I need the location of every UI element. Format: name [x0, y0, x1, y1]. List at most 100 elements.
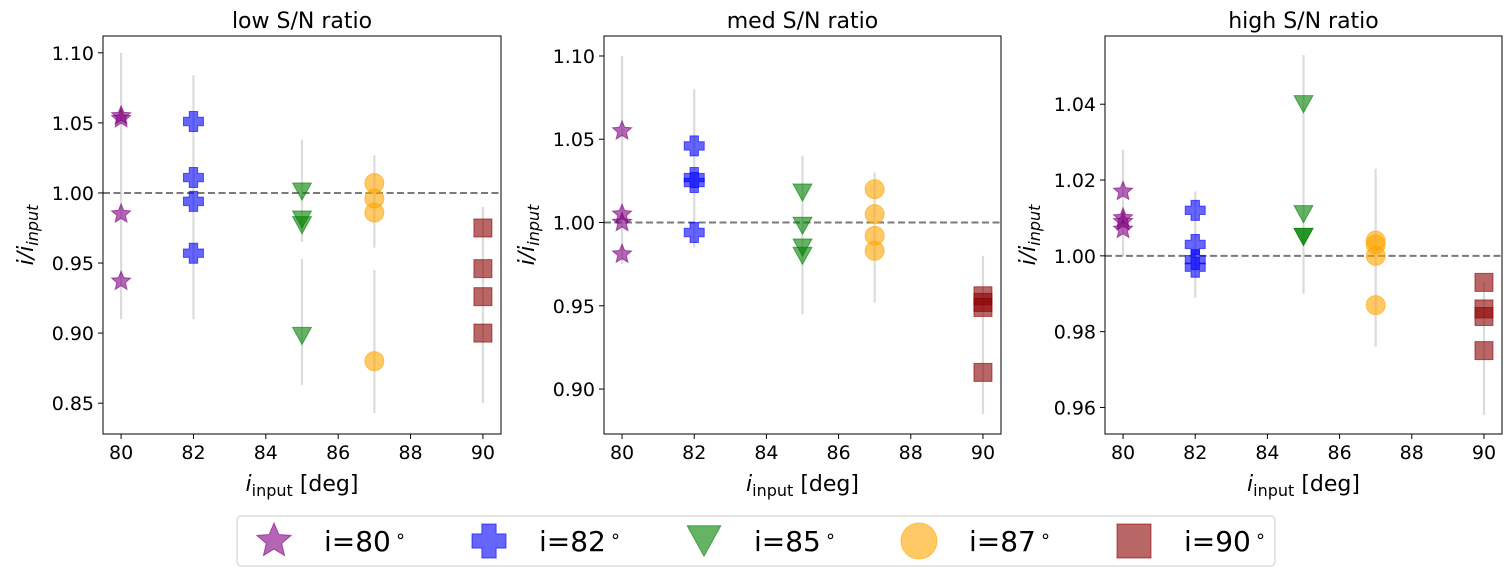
x-tick-label: 86 [826, 442, 850, 464]
legend-marker-circle [900, 522, 938, 560]
legend-label: i=87 ∘ [969, 525, 1051, 558]
y-tick-label: 0.90 [553, 379, 595, 401]
x-tick-label: 88 [1400, 442, 1424, 464]
subplot-title: high S/N ratio [1228, 9, 1379, 34]
data-point-i85 [291, 216, 313, 235]
axes-frame [603, 35, 1002, 435]
legend-label: i=85 ∘ [754, 525, 836, 558]
data-point-i82 [683, 172, 705, 194]
data-point-i80 [110, 202, 132, 224]
y-tick-label: 1.04 [1054, 94, 1096, 116]
data-point-i82 [683, 222, 705, 243]
data-point-i90 [473, 259, 493, 279]
x-tick-label: 80 [1111, 442, 1135, 464]
x-tick-label: 84 [1255, 442, 1279, 464]
x-tick-label: 88 [899, 442, 923, 464]
legend-item-i82: i=82 ∘ [471, 523, 621, 559]
data-point-i80 [611, 211, 633, 232]
data-point-i90 [473, 287, 493, 307]
y-tick-label: 1.02 [1054, 170, 1096, 192]
y-tick-label: 0.96 [1054, 397, 1096, 419]
data-point-i85 [1293, 227, 1314, 247]
data-point-i80 [110, 107, 132, 128]
x-tick-label: 84 [754, 442, 778, 464]
subplot-3: 80 82 84 86 88 90 0.96 0.98 1.00 1.02 1.04 high S/N… [1016, 9, 1503, 500]
x-tick-label: 82 [682, 442, 706, 464]
data-point-i90 [1474, 272, 1494, 292]
y-tick-label: 0.95 [52, 253, 94, 275]
data-point-i82 [182, 110, 204, 132]
y-tick-label: 0.85 [52, 393, 94, 415]
legend-item-i85: i=85 ∘ [686, 525, 836, 558]
x-tick-label: 84 [254, 442, 278, 464]
data-point-i82 [182, 242, 204, 264]
x-tick-label: 82 [181, 442, 205, 464]
x-tick-label: 90 [1472, 442, 1496, 464]
subplot-title: med S/N ratio [727, 9, 878, 34]
x-axis-label: iinput [deg] [246, 472, 359, 500]
y-axis-label: i/iinput [1016, 204, 1044, 266]
x-tick-label: 80 [109, 442, 133, 464]
legend-item-i90: i=90 ∘ [1116, 523, 1266, 559]
data-point-i90 [1474, 341, 1494, 361]
data-point-i90 [473, 323, 493, 343]
data-point-i80 [110, 269, 132, 291]
y-tick-label: 1.05 [553, 129, 595, 151]
x-tick-label: 82 [1183, 442, 1207, 464]
data-point-i90 [973, 362, 993, 382]
data-point-i82 [182, 190, 204, 212]
y-tick-label: 1.00 [52, 183, 94, 205]
y-tick-label: 1.10 [553, 46, 595, 68]
data-point-i87 [364, 202, 385, 223]
legend-marker-square [1116, 523, 1152, 559]
x-axis-label: iinput [deg] [746, 472, 859, 500]
legend-label: i=90 ∘ [1184, 525, 1266, 558]
x-tick-label: 86 [1327, 442, 1351, 464]
data-point-i85 [1293, 205, 1314, 224]
y-tick-label: 0.90 [52, 323, 94, 345]
legend-item-i87: i=87 ∘ [900, 522, 1051, 560]
data-point-i87 [864, 240, 885, 261]
y-tick-label: 1.00 [1054, 246, 1096, 268]
y-tick-label: 0.98 [1054, 322, 1096, 344]
data-point-i80 [611, 119, 633, 141]
x-tick-label: 90 [471, 442, 495, 464]
data-point-i87 [1365, 295, 1386, 316]
data-point-i87 [364, 351, 385, 372]
subplot-2: 80 82 84 86 88 90 0.90 0.95 1.00 1.05 1.10 med S/N … [515, 9, 1002, 500]
x-tick-label: 80 [610, 442, 634, 464]
data-point-i90 [1474, 306, 1494, 326]
data-point-i87 [864, 179, 885, 200]
data-point-i82 [1184, 199, 1206, 221]
subplot-title: low S/N ratio [232, 9, 372, 34]
data-point-i90 [973, 297, 993, 317]
x-tick-label: 90 [971, 442, 995, 464]
legend-marker-star [255, 521, 293, 557]
data-point-i85 [792, 246, 813, 266]
legend-item-i80: i=80 ∘ [255, 521, 406, 558]
legend-marker-triangle [686, 525, 722, 558]
y-tick-label: 0.95 [553, 296, 595, 318]
y-axis-label: i/iinput [14, 204, 42, 266]
y-axis-label: i/iinput [515, 204, 543, 266]
data-point-i82 [683, 135, 705, 157]
axes-frame [102, 35, 502, 435]
data-point-i85 [291, 326, 313, 346]
data-point-i82 [1184, 256, 1206, 278]
y-tick-label: 1.00 [553, 213, 595, 235]
data-point-i85 [1293, 95, 1314, 114]
data-point-i82 [182, 167, 204, 189]
y-tick-label: 1.10 [52, 43, 94, 65]
legend-label: i=82 ∘ [539, 525, 621, 558]
subplot-1: 80 82 84 86 88 90 0.85 0.90 0.95 1.00 1.05 1.10 low … [14, 9, 502, 500]
x-tick-label: 88 [398, 442, 422, 464]
x-tick-label: 86 [326, 442, 350, 464]
y-tick-label: 1.05 [52, 113, 94, 135]
axes-frame [1104, 35, 1503, 435]
legend: i=80 ∘ i=82 ∘ i=85 ∘ i=87 ∘ i=90 ∘ [236, 515, 1276, 567]
data-point-i80 [1112, 180, 1134, 201]
data-point-i85 [792, 183, 813, 203]
data-point-i80 [611, 242, 633, 264]
legend-label: i=80 ∘ [324, 525, 406, 558]
